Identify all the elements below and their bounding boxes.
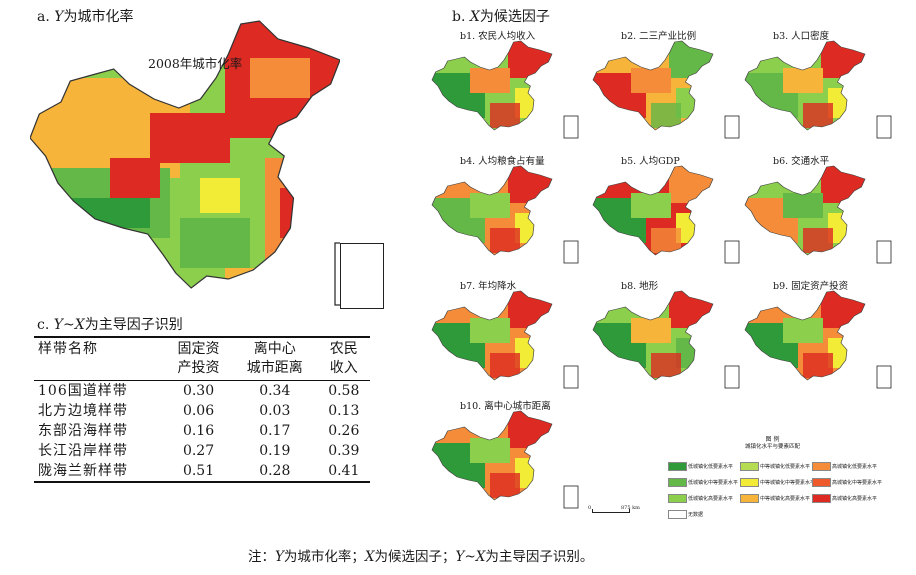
row-name: 106国道样带 [38,383,128,399]
factor-map-2: b2. 二三产业比例 [591,28,751,153]
factor-map-label: b10. 离中心城市距离 [460,401,551,412]
legend-swatch [812,494,831,503]
legend-swatch [812,478,831,487]
table-header-row: 样带名称 固定资 产投资 离中心 城市距离 农民 收入 [34,338,370,381]
panel-a-title: a. Y为城市化率 [37,9,134,25]
col-header-name: 样带名称 [38,341,98,357]
factor-map-1: b1. 农民人均收入 [430,28,590,153]
panel-b-title: b. X为候选因子 [452,9,550,25]
cell-value: 0.17 [259,423,291,439]
legend-label: 中等城镇化低要素水平 [760,464,811,470]
legend-swatch [812,462,831,471]
south-china-sea-inset [340,243,384,309]
map-a-label: 2008年城市化率 [148,56,243,71]
col-header-distance: 离中心 城市距离 [246,341,303,376]
cell-value: 0.13 [328,403,360,419]
factor-map-6: b6. 交通水平 [743,153,903,278]
factor-map-3: b3. 人口密度 [743,28,903,153]
footnote: 注：Y为城市化率；X为候选因子；Y~X为主导因子识别。 [248,549,594,565]
factor-map-label: b1. 农民人均收入 [460,31,536,42]
row-name: 北方边境样带 [38,403,128,419]
factor-map-label: b4. 人均粮食占有量 [460,156,545,167]
factor-map-label: b5. 人均GDP [621,156,680,167]
cell-value: 0.28 [259,463,291,479]
table-row: 东部沿海样带 0.16 0.17 0.26 [34,421,370,441]
factor-map-7: b7. 年均降水 [430,278,590,403]
factor-map-label: b2. 二三产业比例 [621,31,697,42]
factor-map-label: b9. 固定资产投资 [773,281,849,292]
dominant-factor-table: 样带名称 固定资 产投资 离中心 城市距离 农民 收入 106国道样带 0.30 0.34… [34,336,370,483]
legend-swatch [668,494,687,503]
table-row: 106国道样带 0.30 0.34 0.58 [34,381,370,402]
factor-map-label: b8. 地形 [621,281,659,292]
legend-label: 低城镇化高要素水平 [688,496,734,502]
table-row: 陇海兰新样带 0.51 0.28 0.41 [34,461,370,481]
legend-swatch [740,478,759,487]
legend-swatch [740,494,759,503]
urbanization-map-2008 [29,18,376,323]
legend-swatch [668,478,687,487]
legend-label: 低城镇化低要素水平 [688,464,734,470]
factor-map-5: b5. 人均GDP [591,153,751,278]
legend-label: 低城镇化中等要素水平 [688,480,739,486]
legend-swatch [740,462,759,471]
legend-swatch [668,462,687,471]
legend-label: 中等城镇化中等要素水平 [760,480,816,486]
legend-title: 图 例 [765,436,780,443]
cell-value: 0.26 [328,423,360,439]
cell-value: 0.27 [182,443,215,459]
legend-subtitle: 城镇化水平与要素匹配 [744,444,800,450]
legend-label: 中等城镇化高要素水平 [760,496,811,502]
cell-value: 0.03 [259,403,291,419]
row-name: 长江沿岸样带 [38,443,128,459]
cell-value: 0.19 [259,443,291,459]
scale-text: 875 km [621,505,640,511]
cell-value: 0.16 [182,423,215,439]
row-name: 陇海兰新样带 [38,463,128,479]
legend-label: 无数据 [688,512,704,518]
factor-map-label: b7. 年均降水 [460,281,517,292]
table-row: 北方边境样带 0.06 0.03 0.13 [34,401,370,421]
cell-value: 0.51 [182,463,215,479]
legend: 图 例 城镇化水平与要素匹配 低城镇化低要素水平 中等城镇化低要素水平 高城镇化低要… [660,420,885,535]
cell-value: 0.06 [182,403,215,419]
col-header-fixed-asset: 固定资 产投资 [177,341,220,376]
legend-swatch [668,510,687,519]
legend-label: 高城镇化中等要素水平 [832,480,883,486]
cell-value: 0.39 [328,443,360,459]
panel-c-title: c. Y~X为主导因子识别 [37,317,183,333]
factor-map-8: b8. 地形 [591,278,751,403]
table-row: 长江沿岸样带 0.27 0.19 0.39 [34,441,370,461]
legend-label: 高城镇化高要素水平 [832,496,878,502]
factor-map-4: b4. 人均粮食占有量 [430,153,590,278]
row-name: 东部沿海样带 [38,423,128,439]
cell-value: 0.34 [259,383,291,399]
factor-map-10: b10. 离中心城市距离 [430,398,590,523]
legend-label: 高城镇化低要素水平 [832,464,878,470]
cell-value: 0.58 [328,383,360,399]
cell-value: 0.41 [328,463,360,479]
cell-value: 0.30 [182,383,215,399]
scale-zero: 0 [588,505,592,511]
factor-map-label: b6. 交通水平 [773,156,830,167]
col-header-income: 农民 收入 [329,341,358,376]
factor-map-label: b3. 人口密度 [773,31,830,42]
factor-map-9: b9. 固定资产投资 [743,278,903,403]
